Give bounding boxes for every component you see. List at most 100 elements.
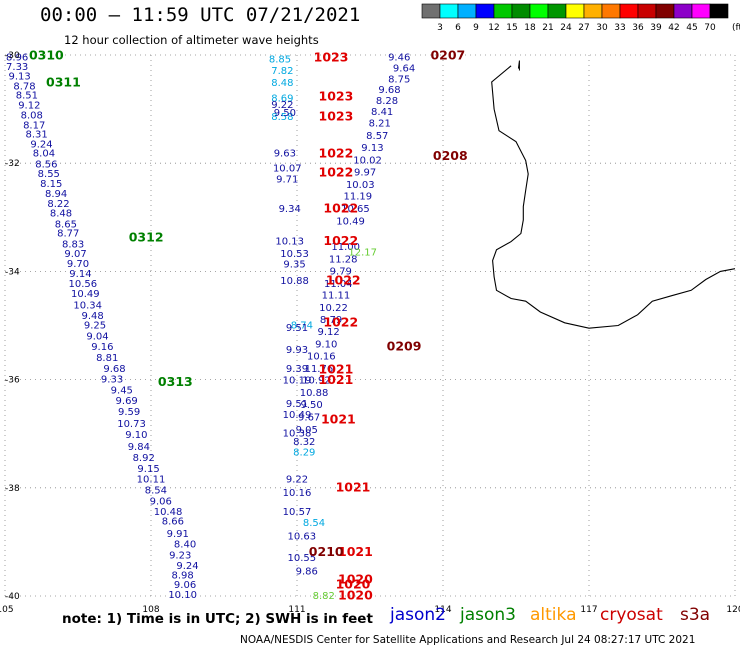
wave-height-point: 10.48 [154,507,183,518]
grid-lines [4,54,736,597]
colorbar-swatch [691,3,711,19]
wave-height-point: 9.22 [271,100,293,111]
wave-height-point: 8.48 [50,209,72,220]
wave-height-point: 10.92 [302,376,331,387]
island-path [517,60,520,71]
wave-height-point: 9.68 [378,85,400,96]
wave-height-point: 8.81 [96,353,118,364]
colorbar-tick-label: 33 [614,23,625,33]
colorbar-tick-label: 39 [650,23,662,33]
colorbar-tick-label: 30 [596,23,608,33]
wave-height-point: 11.00 [331,242,360,253]
wave-height-point: 8.77 [57,229,79,240]
wave-height-point: 1020 [336,577,371,592]
colorbar-swatch [439,3,459,19]
wave-height-point: 9.69 [116,396,138,407]
wave-height-point: 8.54 [145,486,167,497]
x-tick-label: 105 [0,605,14,615]
wave-height-point: 9.59 [118,407,140,418]
wave-height-point: 9.71 [276,174,298,185]
wave-height-point: 1022 [319,164,354,179]
colorbar-swatch [511,3,531,19]
wave-height-point: 9.12 [318,327,340,338]
colorbar-tick-label: 24 [560,23,572,33]
wave-height-point: 9.79 [330,266,352,277]
wave-height-point: 9.45 [111,385,133,396]
colorbar-swatch [457,3,477,19]
y-tick-label: -32 [5,159,20,169]
wave-height-point: 8.15 [40,179,62,190]
wave-height-point: 9.07 [64,249,86,260]
wave-height-point: 10.11 [137,475,166,486]
wave-height-point: 1023 [319,109,354,124]
wave-height-point: 8.55 [38,169,60,180]
wave-height-point: 8.32 [293,437,315,448]
satellite-legend-altika: altika [530,605,577,625]
x-tick-label: 108 [142,605,159,615]
wave-height-point: 9.39 [286,364,308,375]
wave-height-point: 0208 [433,148,468,163]
wave-height-point: 10.49 [283,410,312,421]
wave-height-point: 8.85 [269,54,291,65]
wave-height-point: 9.93 [286,345,308,356]
colorbar-tick-label: 9 [473,23,479,33]
wave-height-point: 1023 [314,50,349,65]
colorbar-swatch [655,3,675,19]
wave-height-point: 11.76 [305,364,334,375]
wave-height-point: 1022 [319,146,354,161]
satellite-legend-jason3: jason3 [460,605,516,625]
wave-height-point: 8.69 [271,93,293,104]
wave-height-point: 9.24 [176,561,198,572]
wave-height-point: 10.16 [283,488,312,499]
wave-height-point: 9.51 [286,323,308,334]
wave-height-point: 9.91 [167,529,189,540]
x-tick-label: 120 [726,605,740,615]
wave-height-point: 9.46 [388,53,410,64]
wave-height-point: 8.94 [45,189,67,200]
wave-height-point: 1022 [323,233,358,248]
y-tick-label: -36 [5,376,20,386]
wave-height-point: 9.50 [300,400,322,411]
wave-height-point: 10.56 [69,279,98,290]
colorbar-swatch [619,3,639,19]
x-tick-label: 117 [580,605,597,615]
colorbar-tick-label: 18 [524,23,536,33]
wave-height-point: 8.22 [47,199,69,210]
wave-height-point: 9.97 [354,167,376,178]
wave-height-point: 0207 [430,48,465,63]
wave-height-point: 0312 [129,229,164,244]
colorbar-swatch [637,3,657,19]
wave-height-point: 9.24 [30,139,52,150]
wave-height-point: 9.68 [103,364,125,375]
wave-height-point: 8.57 [366,131,388,142]
wave-height-point: 8.08 [21,111,43,122]
wave-height-point: 1020 [338,571,373,586]
wave-height-point: 10.38 [283,429,312,440]
wave-height-point: 9.63 [274,148,296,159]
wave-height-point: 8.96 [6,53,28,64]
wave-height-point: 8.41 [371,107,393,118]
y-tick-label: -38 [5,484,20,494]
wave-height-point: 8.98 [172,570,194,581]
wave-height-point: 9.25 [84,321,106,332]
wave-height-point: 8.29 [293,448,315,459]
wave-height-point: 10.34 [73,300,102,311]
wave-height-point: 9.33 [101,375,123,386]
wave-height-point: 10.07 [273,164,302,175]
wave-height-point: 9.13 [361,143,383,154]
wave-height-point: 1022 [323,201,358,216]
wave-height-point: 9.67 [298,412,320,423]
wave-height-point: 8.65 [55,219,77,230]
wave-height-point: 10.57 [283,507,312,518]
y-tick-label: -40 [5,592,20,602]
wave-height-point: 9.06 [150,496,172,507]
wave-height-point: 8.40 [174,540,196,551]
colorbar-swatch [421,3,441,19]
wave-height-point: 9.48 [81,311,103,322]
wave-height-point: 9.34 [279,204,301,215]
wave-height-point: 8.51 [16,91,38,102]
colorbar-tick-label: 15 [506,23,517,33]
wave-height-point: 0310 [29,48,64,63]
wave-height-point: 8.83 [62,239,84,250]
